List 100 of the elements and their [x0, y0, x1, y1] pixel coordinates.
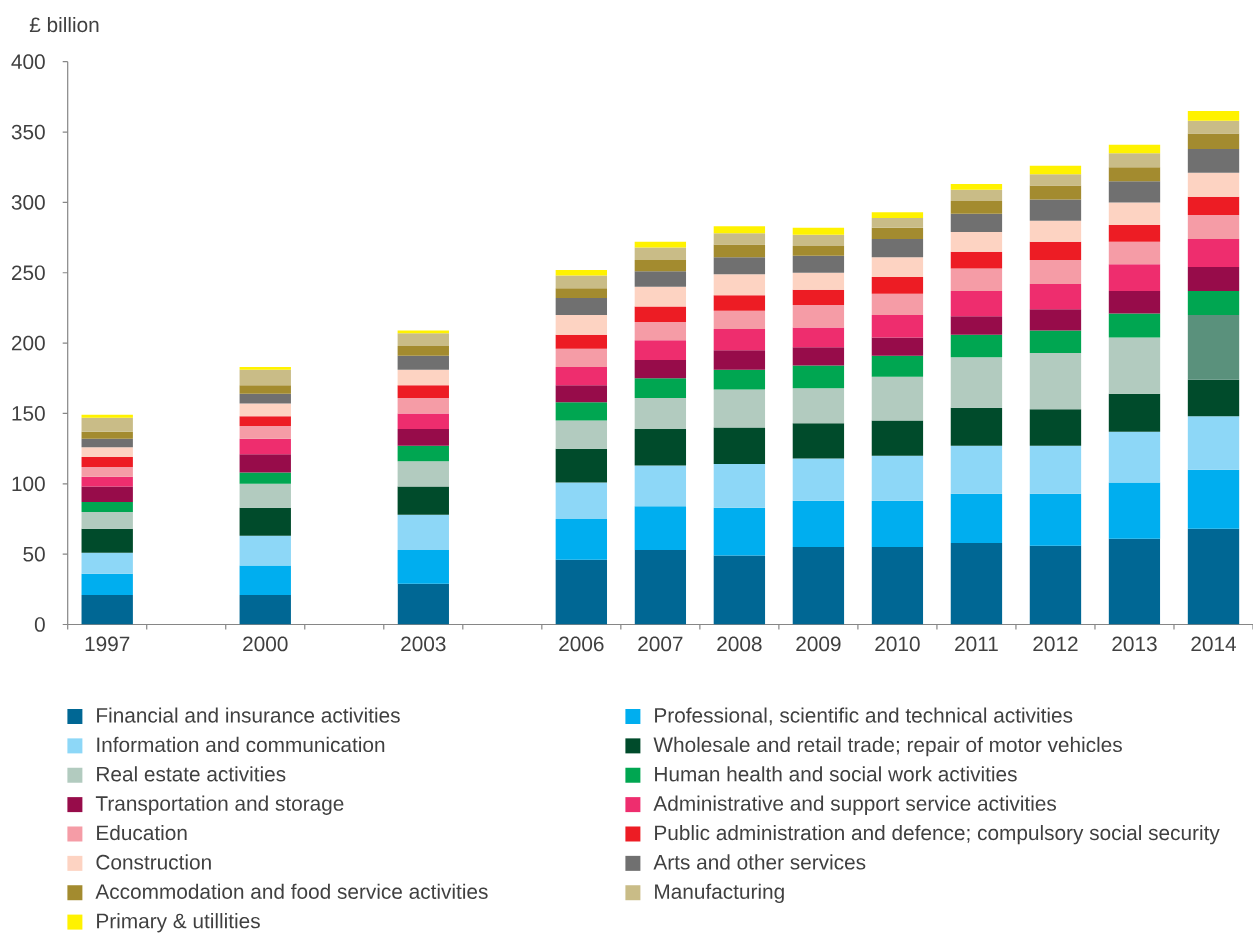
bar [713, 310, 766, 330]
y-tick-label: 200 [11, 335, 45, 351]
bar [713, 257, 766, 275]
bar [1187, 172, 1240, 197]
y-tick-label: 0 [34, 617, 45, 632]
bar [634, 428, 687, 466]
bar [871, 293, 924, 315]
y-tick-label: 100 [12, 476, 45, 492]
legend-label: Public administration and defence; compulsory social security [655, 824, 1220, 845]
bar [713, 350, 766, 370]
bar [713, 329, 766, 351]
bar [239, 565, 291, 595]
bar [1187, 379, 1240, 417]
legend-label: Transportation and storage [95, 795, 344, 815]
bar [871, 547, 924, 625]
bar [713, 226, 766, 234]
bar [397, 486, 449, 515]
x-tick-label: 2013 [1112, 636, 1157, 652]
y-tick-label: 300 [11, 195, 45, 210]
legend-label: Information and communication [97, 736, 385, 753]
bar [1187, 120, 1240, 134]
legend-label: Arts and other services [653, 854, 866, 870]
bar [1029, 493, 1082, 546]
bar [1187, 133, 1240, 149]
bar [81, 466, 133, 477]
bar [397, 397, 449, 414]
bar [634, 247, 687, 261]
bar [239, 472, 291, 484]
bar [871, 276, 924, 294]
bar [555, 559, 608, 625]
x-tick-label: 2007 [638, 636, 683, 652]
bar [397, 369, 449, 386]
y-tick-label: 350 [11, 124, 45, 140]
bar [950, 291, 1003, 317]
bar [239, 483, 291, 508]
y-tick-label: 400 [11, 54, 45, 70]
bar [634, 397, 687, 429]
bar [634, 340, 687, 360]
legend-label: Education [97, 824, 187, 841]
bar [1108, 337, 1161, 394]
bar [81, 552, 133, 574]
bar [1029, 165, 1082, 175]
bar [792, 547, 845, 625]
bar [239, 594, 291, 625]
bar [1029, 309, 1082, 331]
bar [713, 295, 766, 311]
legend-label: Wholesale and retail trade; repair of motor vehicles [653, 736, 1122, 757]
bar [1108, 181, 1161, 203]
bar [871, 257, 924, 277]
bar [1108, 144, 1161, 154]
bar [950, 189, 1003, 201]
x-tick-label: 2011 [955, 636, 998, 652]
bar [555, 385, 608, 403]
y-tick-label: 50 [23, 546, 45, 562]
bar [397, 428, 449, 446]
bar [950, 316, 1003, 335]
bar [950, 213, 1003, 232]
bar [713, 464, 766, 508]
bar [950, 445, 1003, 494]
bar [713, 555, 766, 625]
bar [792, 246, 845, 256]
bar [81, 486, 133, 503]
bar [871, 500, 924, 548]
bar [871, 314, 924, 338]
bar [81, 502, 133, 512]
bar [950, 251, 1003, 269]
x-tick-label: 2003 [401, 636, 446, 652]
bar [713, 244, 766, 258]
bar [1029, 174, 1082, 186]
bar [792, 289, 845, 306]
bar [871, 212, 924, 218]
bar [871, 337, 924, 356]
bar [634, 549, 687, 625]
bar [1187, 416, 1240, 470]
bar [397, 413, 449, 429]
bar [950, 334, 1003, 358]
bar [713, 274, 766, 296]
legend-label: Financial and insurance activities [97, 707, 400, 723]
bar [792, 272, 845, 290]
bar [239, 367, 291, 370]
bar [713, 507, 766, 556]
bar [634, 465, 687, 507]
bar [634, 306, 687, 322]
bar [792, 388, 845, 424]
bar [713, 389, 766, 428]
bar [555, 269, 608, 276]
bar [1187, 291, 1240, 315]
bar [1108, 241, 1161, 265]
bar [634, 322, 687, 341]
bar [871, 227, 924, 239]
bar [792, 500, 845, 548]
bar [555, 275, 608, 289]
bar [634, 506, 687, 550]
bar [792, 234, 845, 247]
bar [1108, 264, 1161, 292]
y-tick-label: 250 [11, 265, 45, 281]
bar [950, 542, 1003, 625]
x-tick-label: 2000 [243, 636, 288, 652]
bar [1029, 445, 1082, 494]
bar [792, 227, 845, 235]
